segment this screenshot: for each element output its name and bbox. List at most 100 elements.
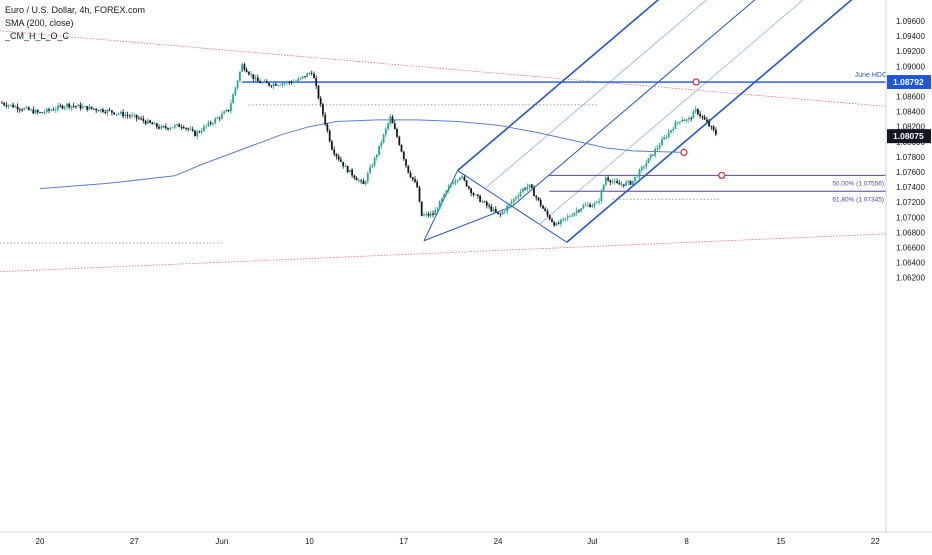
candle-body	[652, 154, 654, 156]
candle-body	[236, 80, 239, 88]
candle-body	[425, 213, 428, 215]
candle-body	[319, 98, 322, 105]
candle-body	[182, 127, 185, 129]
candle-body	[1, 102, 3, 104]
candle-body	[256, 77, 259, 82]
candle-body	[560, 219, 562, 224]
candle-body	[171, 127, 174, 129]
candle-body	[445, 190, 448, 194]
candle-body	[198, 131, 201, 133]
candle-body	[324, 114, 327, 125]
candle-body	[609, 180, 612, 183]
candle-body	[584, 204, 587, 206]
time-axis-tick-label: 8	[684, 537, 689, 546]
candle-body	[146, 120, 149, 124]
candle-body	[290, 82, 293, 84]
candle-body	[616, 181, 618, 183]
candle-body	[310, 73, 313, 74]
candle-body	[124, 114, 127, 117]
candle-body	[274, 83, 277, 86]
candle-body	[528, 184, 531, 187]
candle-body	[499, 213, 502, 215]
price-axis-tick-label: 1.09600	[896, 17, 925, 26]
candle-body	[461, 176, 463, 178]
candle-body	[306, 73, 309, 77]
candle-body	[111, 110, 113, 113]
candle-body	[564, 218, 567, 219]
candle-body	[344, 166, 347, 167]
candle-body	[649, 154, 652, 159]
candle-body	[613, 181, 616, 182]
sma-indicator-label: SMA (200, close)	[5, 18, 74, 28]
candle-body	[102, 109, 104, 112]
candle-body	[400, 144, 403, 152]
candle-body	[712, 126, 715, 130]
candle-body	[685, 119, 688, 121]
candle-body	[587, 204, 589, 206]
candle-body	[353, 175, 356, 179]
price-axis-tick-label: 1.07600	[896, 168, 925, 177]
candle-body	[454, 181, 457, 183]
candle-body	[335, 154, 338, 157]
candle-body	[474, 194, 477, 196]
june-hdc-label: June HDC	[855, 72, 887, 79]
candle-body	[647, 158, 650, 164]
candle-body	[432, 213, 434, 215]
candle-body	[551, 219, 553, 222]
candle-body	[230, 103, 232, 112]
candle-body	[634, 176, 636, 181]
candle-body	[254, 77, 257, 79]
candle-body	[113, 112, 115, 115]
symbol-title: Euro / U.S. Dollar, 4h, FOREX.com	[5, 5, 146, 15]
price-axis-tick-label: 1.07400	[896, 183, 925, 192]
candle-body	[674, 122, 677, 129]
candle-body	[658, 145, 661, 148]
candle-body	[297, 78, 300, 82]
candle-body	[288, 81, 291, 83]
candle-body	[68, 103, 71, 108]
candle-body	[360, 180, 362, 182]
candle-body	[420, 201, 423, 216]
candle-body	[36, 110, 39, 113]
ascending-trendline	[0, 233, 886, 273]
candle-body	[216, 117, 219, 119]
candle-body	[140, 118, 142, 120]
candle-body	[250, 74, 252, 75]
candle-body	[369, 167, 371, 174]
candle-body	[99, 109, 102, 112]
current-price-label-box	[887, 129, 931, 144]
price-axis-tick-label: 1.09400	[896, 32, 925, 41]
candle-body	[301, 76, 304, 78]
candle-body	[645, 163, 648, 167]
candle-body	[158, 126, 160, 129]
candle-body	[456, 180, 459, 182]
candle-body	[625, 182, 627, 186]
price-axis-tick-label: 1.06600	[896, 244, 925, 253]
candle-body	[160, 126, 163, 129]
candle-body	[5, 104, 8, 107]
candle-body	[667, 132, 670, 137]
candle-body	[173, 125, 176, 128]
candle-body	[279, 85, 282, 86]
candle-body	[27, 107, 30, 110]
level-marker	[680, 148, 688, 157]
candle-body	[414, 179, 416, 182]
candle-body	[162, 126, 165, 128]
price-axis-tick-label: 1.08400	[896, 108, 925, 117]
candle-body	[690, 118, 693, 119]
candle-body	[375, 154, 378, 158]
candle-body	[41, 112, 44, 114]
candle-body	[86, 106, 89, 110]
candle-body	[223, 111, 226, 114]
candle-body	[708, 121, 710, 127]
candle-body	[524, 188, 526, 190]
candle-body	[326, 124, 329, 131]
candle-body	[342, 161, 345, 167]
candle-body	[81, 106, 84, 109]
candle-body	[393, 123, 396, 130]
candle-body	[205, 125, 208, 127]
candle-body	[180, 127, 183, 128]
candle-body	[571, 215, 574, 217]
